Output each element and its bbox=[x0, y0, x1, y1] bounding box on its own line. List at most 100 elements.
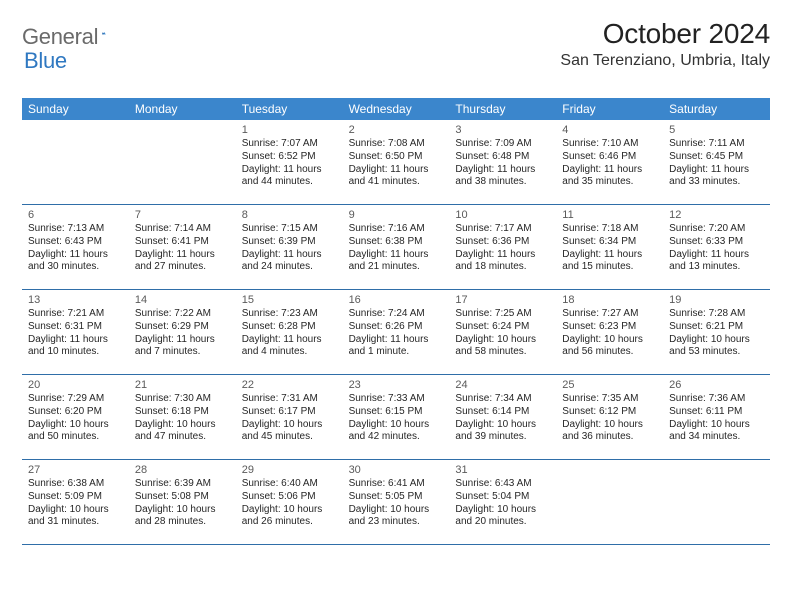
calendar-cell: 24Sunrise: 7:34 AMSunset: 6:14 PMDayligh… bbox=[449, 375, 556, 459]
sunset-line: Sunset: 5:05 PM bbox=[349, 491, 444, 504]
calendar-cell: 15Sunrise: 7:23 AMSunset: 6:28 PMDayligh… bbox=[236, 290, 343, 374]
dow-header-row: SundayMondayTuesdayWednesdayThursdayFrid… bbox=[22, 98, 770, 120]
day-number: 8 bbox=[242, 208, 337, 222]
calendar-cell: 6Sunrise: 7:13 AMSunset: 6:43 PMDaylight… bbox=[22, 205, 129, 289]
calendar-week: 6Sunrise: 7:13 AMSunset: 6:43 PMDaylight… bbox=[22, 205, 770, 290]
daylight-line: Daylight: 10 hours and 26 minutes. bbox=[242, 504, 337, 530]
day-number: 14 bbox=[135, 293, 230, 307]
daylight-line: Daylight: 10 hours and 34 minutes. bbox=[669, 419, 764, 445]
calendar-week: 20Sunrise: 7:29 AMSunset: 6:20 PM Dayligh… bbox=[22, 375, 770, 460]
sunset-line: Sunset: 6:20 PM bbox=[28, 406, 123, 419]
sunset-line: Sunset: 6:18 PM bbox=[135, 406, 230, 419]
sunrise-line: Sunrise: 7:18 AM bbox=[562, 223, 657, 236]
day-number: 18 bbox=[562, 293, 657, 307]
dow-header: Sunday bbox=[22, 98, 129, 120]
day-number: 20 bbox=[28, 378, 123, 392]
day-number: 11 bbox=[562, 208, 657, 222]
sunrise-line: Sunrise: 7:28 AM bbox=[669, 308, 764, 321]
calendar-cell: 11Sunrise: 7:18 AMSunset: 6:34 PMDayligh… bbox=[556, 205, 663, 289]
sunrise-line: Sunrise: 7:27 AM bbox=[562, 308, 657, 321]
sunset-line: Sunset: 6:15 PM bbox=[349, 406, 444, 419]
daylight-line: Daylight: 10 hours and 56 minutes. bbox=[562, 334, 657, 360]
sunset-line: Sunset: 5:08 PM bbox=[135, 491, 230, 504]
calendar-cell: 7Sunrise: 7:14 AMSunset: 6:41 PMDaylight… bbox=[129, 205, 236, 289]
daylight-line: Daylight: 10 hours and 20 minutes. bbox=[455, 504, 550, 530]
day-number: 30 bbox=[349, 463, 444, 477]
sunset-line: Sunset: 6:33 PM bbox=[669, 236, 764, 249]
sunset-line: Sunset: 6:38 PM bbox=[349, 236, 444, 249]
daylight-line: Daylight: 10 hours and 31 minutes. bbox=[28, 504, 123, 530]
calendar-cell: 14Sunrise: 7:22 AMSunset: 6:29 PMDayligh… bbox=[129, 290, 236, 374]
logo-text-blue: Blue bbox=[24, 48, 67, 73]
dow-header: Monday bbox=[129, 98, 236, 120]
sunrise-line: Sunrise: 7:16 AM bbox=[349, 223, 444, 236]
calendar-cell: 22Sunrise: 7:31 AMSunset: 6:17 PMDayligh… bbox=[236, 375, 343, 459]
day-number: 5 bbox=[669, 123, 764, 137]
logo-triangle-icon bbox=[102, 25, 106, 41]
logo-text-general: General bbox=[22, 24, 98, 50]
calendar-cell bbox=[663, 460, 770, 544]
sunset-line: Sunset: 6:52 PM bbox=[242, 151, 337, 164]
sunset-line: Sunset: 5:06 PM bbox=[242, 491, 337, 504]
sunrise-line: Sunrise: 6:41 AM bbox=[349, 478, 444, 491]
day-number: 12 bbox=[669, 208, 764, 222]
sunrise-line: Sunrise: 7:17 AM bbox=[455, 223, 550, 236]
day-number: 4 bbox=[562, 123, 657, 137]
calendar-cell: 17Sunrise: 7:25 AMSunset: 6:24 PMDayligh… bbox=[449, 290, 556, 374]
sunrise-line: Sunrise: 7:30 AM bbox=[135, 393, 230, 406]
month-title: October 2024 bbox=[560, 18, 770, 50]
calendar-cell: 31Sunrise: 6:43 AMSunset: 5:04 PMDayligh… bbox=[449, 460, 556, 544]
sunset-line: Sunset: 6:14 PM bbox=[455, 406, 550, 419]
calendar-week: 13Sunrise: 7:21 AMSunset: 6:31 PMDayligh… bbox=[22, 290, 770, 375]
sunrise-line: Sunrise: 6:39 AM bbox=[135, 478, 230, 491]
calendar-cell: 16Sunrise: 7:24 AMSunset: 6:26 PMDayligh… bbox=[343, 290, 450, 374]
dow-header: Tuesday bbox=[236, 98, 343, 120]
day-number: 28 bbox=[135, 463, 230, 477]
day-number: 13 bbox=[28, 293, 123, 307]
daylight-line: Daylight: 11 hours and 44 minutes. bbox=[242, 164, 337, 190]
dow-header: Thursday bbox=[449, 98, 556, 120]
calendar-cell: 20Sunrise: 7:29 AMSunset: 6:20 PMDayligh… bbox=[22, 375, 129, 459]
day-number: 1 bbox=[242, 123, 337, 137]
day-number: 24 bbox=[455, 378, 550, 392]
day-number: 6 bbox=[28, 208, 123, 222]
daylight-line: Daylight: 10 hours and 53 minutes. bbox=[669, 334, 764, 360]
sunset-line: Sunset: 6:46 PM bbox=[562, 151, 657, 164]
location-label: San Terenziano, Umbria, Italy bbox=[560, 52, 770, 70]
daylight-line: Daylight: 11 hours and 15 minutes. bbox=[562, 249, 657, 275]
sunrise-line: Sunrise: 7:34 AM bbox=[455, 393, 550, 406]
sunset-line: Sunset: 6:36 PM bbox=[455, 236, 550, 249]
sunrise-line: Sunrise: 7:20 AM bbox=[669, 223, 764, 236]
calendar-cell: 4Sunrise: 7:10 AMSunset: 6:46 PMDaylight… bbox=[556, 120, 663, 204]
sunrise-line: Sunrise: 7:22 AM bbox=[135, 308, 230, 321]
daylight-line: Daylight: 11 hours and 35 minutes. bbox=[562, 164, 657, 190]
logo: General bbox=[22, 18, 126, 50]
daylight-line: Daylight: 11 hours and 7 minutes. bbox=[135, 334, 230, 360]
day-number: 17 bbox=[455, 293, 550, 307]
sunrise-line: Sunrise: 7:08 AM bbox=[349, 138, 444, 151]
sunrise-line: Sunrise: 7:29 AM bbox=[28, 393, 123, 406]
calendar-cell: 3Sunrise: 7:09 AMSunset: 6:48 PMDaylight… bbox=[449, 120, 556, 204]
calendar-cell: 26Sunrise: 7:36 AMSunset: 6:11 PMDayligh… bbox=[663, 375, 770, 459]
sunset-line: Sunset: 6:48 PM bbox=[455, 151, 550, 164]
sunrise-line: Sunrise: 7:15 AM bbox=[242, 223, 337, 236]
day-number: 9 bbox=[349, 208, 444, 222]
day-number: 7 bbox=[135, 208, 230, 222]
day-number: 21 bbox=[135, 378, 230, 392]
daylight-line: Daylight: 10 hours and 58 minutes. bbox=[455, 334, 550, 360]
calendar: SundayMondayTuesdayWednesdayThursdayFrid… bbox=[22, 98, 770, 545]
dow-header: Friday bbox=[556, 98, 663, 120]
calendar-cell: 27Sunrise: 6:38 AMSunset: 5:09 PMDayligh… bbox=[22, 460, 129, 544]
sunset-line: Sunset: 6:31 PM bbox=[28, 321, 123, 334]
day-number: 29 bbox=[242, 463, 337, 477]
sunset-line: Sunset: 6:41 PM bbox=[135, 236, 230, 249]
daylight-line: Daylight: 10 hours and 47 minutes. bbox=[135, 419, 230, 445]
daylight-line: Daylight: 11 hours and 13 minutes. bbox=[669, 249, 764, 275]
daylight-line: Daylight: 10 hours and 36 minutes. bbox=[562, 419, 657, 445]
calendar-cell: 21Sunrise: 7:30 AMSunset: 6:18 PMDayligh… bbox=[129, 375, 236, 459]
calendar-cell: 23Sunrise: 7:33 AMSunset: 6:15 PMDayligh… bbox=[343, 375, 450, 459]
sunrise-line: Sunrise: 7:11 AM bbox=[669, 138, 764, 151]
calendar-cell: 12Sunrise: 7:20 AMSunset: 6:33 PMDayligh… bbox=[663, 205, 770, 289]
sunrise-line: Sunrise: 6:43 AM bbox=[455, 478, 550, 491]
daylight-line: Daylight: 11 hours and 10 minutes. bbox=[28, 334, 123, 360]
